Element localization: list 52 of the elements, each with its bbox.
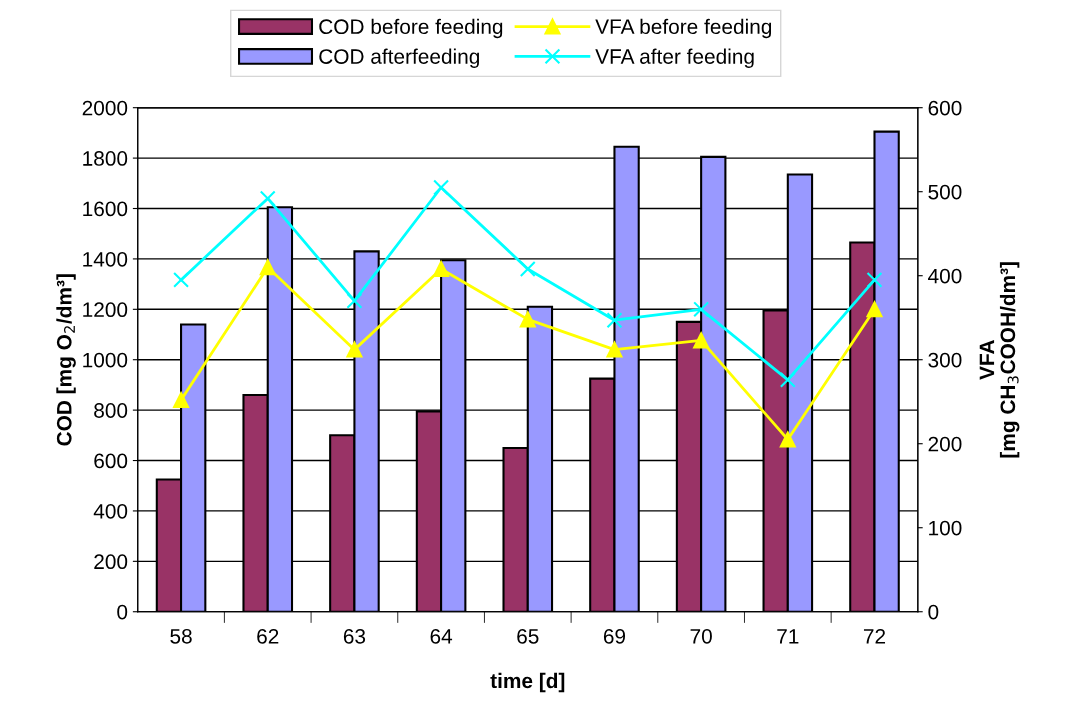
y2-tick-label: 100 — [929, 520, 962, 536]
point — [606, 312, 623, 329]
y2-tick-label: 0 — [928, 604, 939, 620]
point — [693, 301, 710, 318]
point — [606, 341, 623, 358]
point — [779, 371, 796, 388]
y2-tick-label: 200 — [928, 436, 962, 452]
legend-label: COD before feeding — [319, 18, 503, 39]
y2-tick-label: 300 — [928, 352, 962, 368]
x-tick-label: 64 — [430, 628, 453, 644]
y-tick-label: 400 — [93, 503, 128, 519]
y2-tick-label: 400 — [928, 268, 962, 284]
y-tick-label: 200 — [94, 554, 128, 570]
y-axis-title: COD [mg O$_{2}$/dm³] — [56, 274, 76, 446]
x-tick-label: 65 — [517, 628, 539, 644]
y-tick-label: 1000 — [83, 352, 128, 368]
y-tick-label: 0 — [117, 604, 128, 620]
point — [866, 271, 883, 288]
x-tick-label: 62 — [257, 628, 279, 644]
point — [173, 271, 190, 288]
y-tick-label: 1400 — [83, 251, 128, 267]
x-tick-label: 70 — [690, 628, 712, 644]
x-tick-label: 63 — [343, 628, 366, 644]
x-tick-label: 69 — [603, 628, 626, 644]
point — [519, 261, 536, 277]
point — [866, 301, 883, 318]
x-tick-label: 72 — [863, 628, 886, 644]
legend-label: VFA after feeding — [595, 48, 754, 69]
point — [346, 292, 363, 309]
point — [519, 311, 536, 328]
point — [259, 190, 276, 207]
point — [433, 261, 450, 277]
y-tick-label: 1600 — [83, 201, 128, 217]
legend-label: COD afterfeeding — [319, 48, 479, 69]
y2-axis-title: VFA [mg CH$_{3}$COOH/dm³] — [979, 262, 1020, 458]
y-tick-label: 2000 — [82, 100, 128, 116]
x-tick-label: 58 — [170, 628, 192, 644]
point — [173, 392, 190, 409]
y-tick-label: 800 — [94, 403, 128, 418]
point — [433, 179, 450, 196]
point — [259, 259, 276, 276]
y-tick-label: 600 — [94, 453, 128, 469]
y-tick-label: 1200 — [83, 302, 128, 318]
y2-tick-label: 600 — [928, 100, 962, 116]
x-axis-title: time [d] — [490, 672, 565, 693]
point — [346, 341, 363, 358]
point — [779, 431, 796, 448]
legend-label: VFA before feeding — [595, 18, 772, 39]
y2-tick-label: 500 — [928, 184, 962, 200]
x-tick-label: 71 — [777, 629, 799, 644]
point — [693, 332, 710, 349]
y-tick-label: 1800 — [83, 151, 128, 166]
